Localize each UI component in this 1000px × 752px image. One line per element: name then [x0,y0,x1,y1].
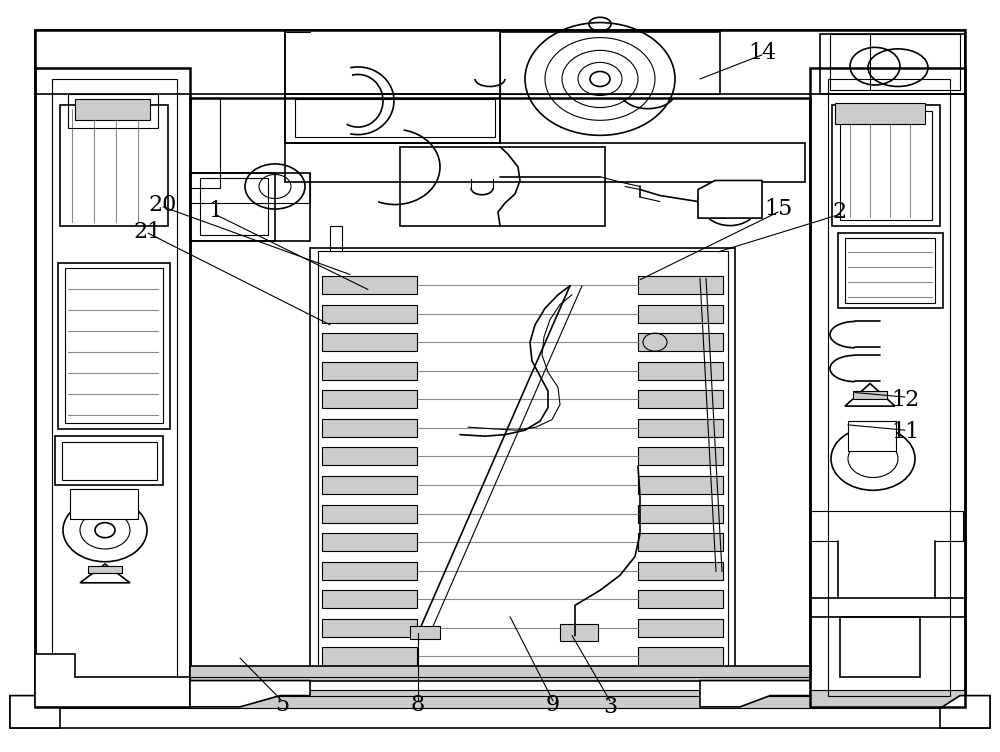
Bar [68,94,158,128]
Bar [638,447,723,465]
Bar [840,111,932,220]
Bar [322,305,417,323]
Text: 14: 14 [748,41,776,64]
Bar [322,333,417,351]
Bar [55,436,163,485]
Bar [60,105,168,226]
Bar [638,390,723,408]
Bar [853,391,887,399]
Bar [322,390,417,408]
Bar [322,562,417,580]
Polygon shape [698,180,762,218]
Bar [638,333,723,351]
Bar [190,173,310,241]
Bar [840,617,920,677]
Bar [322,476,417,494]
Bar [638,647,723,666]
Bar [322,276,417,294]
Bar [88,566,122,573]
Text: 15: 15 [764,198,792,220]
Bar [830,34,960,90]
Bar [285,30,500,143]
Text: 8: 8 [411,694,425,717]
Bar [560,624,598,641]
Bar [65,268,163,423]
Text: 12: 12 [891,389,919,411]
Bar [52,79,177,696]
Bar [285,143,805,182]
Bar [62,442,157,480]
Bar [322,419,417,437]
Bar [638,590,723,608]
Text: 5: 5 [275,694,289,717]
Text: 21: 21 [134,220,162,243]
Polygon shape [940,696,990,728]
Bar [322,590,417,608]
Bar [190,98,220,188]
Bar [190,677,810,696]
Bar [638,562,723,580]
Bar [322,505,417,523]
Bar [848,421,896,451]
Bar [835,103,925,124]
Polygon shape [35,654,190,707]
Bar [638,276,723,294]
Text: 3: 3 [603,696,617,718]
Bar [820,34,965,94]
Text: 9: 9 [546,694,560,717]
Bar [190,173,275,241]
Bar [638,505,723,523]
Bar [828,79,950,696]
Bar [200,178,268,235]
Bar [58,263,170,429]
Bar [35,690,965,708]
Polygon shape [190,681,310,707]
Bar [638,419,723,437]
Bar [322,619,417,637]
Polygon shape [80,564,130,583]
Bar [190,98,810,677]
Bar [75,99,150,120]
Bar [638,619,723,637]
Bar [322,647,417,666]
Bar [832,105,940,226]
Bar [638,533,723,551]
Bar [638,362,723,380]
Text: 2: 2 [833,201,847,223]
Bar [638,305,723,323]
Bar [330,226,342,301]
Bar [845,238,935,303]
Text: 20: 20 [149,193,177,216]
Bar [10,696,990,728]
Bar [322,447,417,465]
Bar [810,68,965,707]
Bar [285,94,500,143]
Bar [318,251,728,671]
Polygon shape [700,681,810,707]
Text: 11: 11 [891,421,919,444]
Bar [310,248,735,677]
Bar [35,68,190,707]
Bar [322,533,417,551]
Text: 1: 1 [208,199,222,222]
Bar [810,598,965,617]
Bar [190,666,810,681]
Bar [70,489,138,519]
Bar [295,99,495,137]
Circle shape [95,523,115,538]
Polygon shape [10,696,60,728]
Bar [322,362,417,380]
Bar [410,626,440,639]
Polygon shape [845,384,895,406]
Bar [638,476,723,494]
Bar [400,147,605,226]
Bar [838,233,943,308]
Bar [35,30,965,94]
